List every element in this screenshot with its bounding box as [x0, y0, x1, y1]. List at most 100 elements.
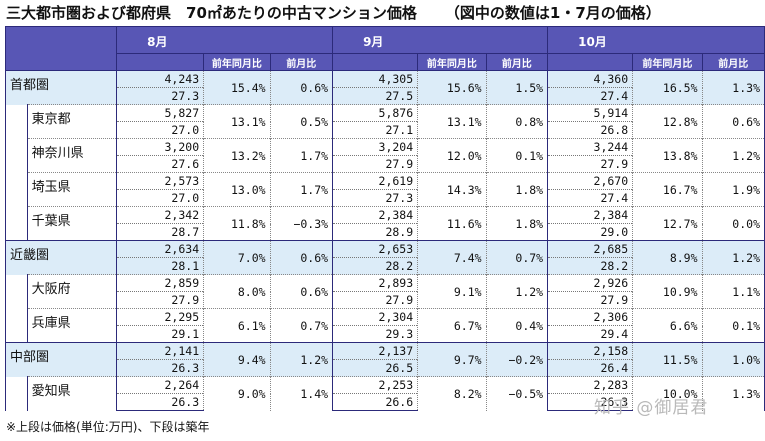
row-indent	[5, 274, 28, 309]
row-label: 千葉県	[26, 206, 118, 241]
price-cell: 2,634	[116, 240, 204, 258]
row-label: 愛知県	[26, 376, 118, 411]
header-spacer	[116, 53, 204, 71]
table-title: 三大都市圏および都府県 70㎡あたりの中古マンション価格 （図中の数値は1・7月の…	[6, 2, 661, 23]
header-sub-row: 前年同月比 前月比 前年同月比 前月比 前年同月比 前月比	[6, 53, 765, 71]
header-corner	[4, 26, 118, 71]
age-cell: 26.3	[116, 393, 204, 411]
header-spacer	[547, 53, 633, 71]
header-month-sep: 9月	[332, 26, 549, 54]
table-row: 埼玉県 2,573 13.0% 1.7% 2,619 14.3% 1.8% 2,670 16.7…	[5, 172, 765, 207]
table-subrow: 27.0 27.1 26.8	[6, 121, 765, 139]
yoy-cell: 13.2%	[203, 138, 271, 173]
mom-cell: 0.1%	[485, 138, 548, 173]
footnote: ※上段は価格(単位:万円)、下段は築年	[6, 420, 210, 434]
table-row-region: 首都圏 4,243 15.4% 0.6% 4,305 15.6% 1.5% 4,360 16.5…	[4, 70, 765, 105]
yoy-cell: 16.7%	[632, 172, 703, 207]
table-row: 兵庫県 2,295 6.1% 0.7% 2,304 6.7% 0.4% 2,306 6.6% 0.…	[5, 308, 765, 343]
age-cell: 26.3	[547, 393, 633, 411]
price-cell: 3,204	[332, 138, 418, 156]
yoy-cell: 13.1%	[203, 104, 271, 139]
age-cell: 27.0	[116, 189, 204, 207]
yoy-cell: 6.1%	[203, 308, 271, 343]
mom-cell: 0.6%	[269, 274, 333, 309]
age-cell: 28.2	[332, 257, 418, 275]
price-cell: 2,893	[332, 274, 418, 292]
header-month-row: 8月 9月 10月	[4, 26, 765, 71]
row-label: 大阪府	[26, 274, 118, 309]
age-cell: 26.8	[547, 121, 633, 139]
row-label: 神奈川県	[26, 138, 118, 173]
price-cell: 2,384	[332, 206, 418, 224]
age-cell: 27.6	[116, 155, 204, 173]
row-label: 東京都	[26, 104, 118, 139]
price-cell: 2,158	[547, 342, 633, 360]
price-cell: 4,360	[547, 70, 633, 88]
header-spacer	[332, 53, 418, 71]
mom-cell: −0.3%	[269, 206, 333, 241]
mom-cell: 1.2%	[701, 138, 765, 173]
table-subrow: 28.1 28.2 28.2	[6, 257, 765, 275]
mom-cell: 0.5%	[269, 104, 333, 139]
table-row: 愛知県 2,264 9.0% 1.4% 2,253 8.2% −0.5% 2,283 10.0%…	[5, 376, 765, 411]
table-subrow: 27.9 27.9 27.9	[6, 291, 765, 309]
price-cell: 3,200	[116, 138, 204, 156]
mom-cell: 1.1%	[701, 274, 765, 309]
age-cell: 29.0	[547, 223, 633, 241]
yoy-cell: 8.2%	[417, 376, 487, 411]
mom-cell: −0.2%	[485, 342, 548, 377]
age-cell: 29.3	[332, 325, 418, 343]
yoy-cell: 12.8%	[632, 104, 703, 139]
yoy-cell: 9.0%	[203, 376, 271, 411]
age-cell: 27.3	[116, 87, 204, 105]
price-cell: 5,876	[332, 104, 418, 122]
title-main: 三大都市圏および都府県 70㎡あたりの中古マンション価格	[6, 4, 417, 22]
table-row: 神奈川県 3,200 13.2% 1.7% 3,204 12.0% 0.1% 3,244 13.…	[5, 138, 765, 173]
yoy-cell: 9.4%	[203, 342, 271, 377]
price-cell: 2,306	[547, 308, 633, 326]
header-yoy: 前年同月比	[417, 53, 487, 71]
yoy-cell: 15.4%	[203, 70, 271, 105]
yoy-cell: 12.0%	[417, 138, 487, 173]
header-mom: 前月比	[701, 53, 765, 71]
header-yoy: 前年同月比	[632, 53, 703, 71]
header-month-oct: 10月	[547, 26, 765, 54]
age-cell: 27.9	[547, 155, 633, 173]
table-row: 東京都 5,827 13.1% 0.5% 5,876 13.1% 0.8% 5,914 12.8…	[5, 104, 765, 139]
mom-cell: −0.5%	[485, 376, 548, 411]
yoy-cell: 11.8%	[203, 206, 271, 241]
mom-cell: 0.1%	[701, 308, 765, 343]
age-cell: 27.4	[547, 87, 633, 105]
price-cell: 2,926	[547, 274, 633, 292]
price-cell: 2,137	[332, 342, 418, 360]
mom-cell: 1.9%	[701, 172, 765, 207]
yoy-cell: 7.4%	[417, 240, 487, 275]
price-cell: 2,253	[332, 376, 418, 394]
price-cell: 2,141	[116, 342, 204, 360]
header-yoy: 前年同月比	[203, 53, 271, 71]
table-subrow: 27.3 27.5 27.4	[6, 87, 765, 105]
row-label: 兵庫県	[26, 308, 118, 343]
table-subrow: 26.3 26.6 26.3	[6, 393, 765, 411]
age-cell: 26.3	[116, 359, 204, 377]
price-cell: 2,384	[547, 206, 633, 224]
mom-cell: 1.2%	[701, 240, 765, 275]
age-cell: 28.1	[116, 257, 204, 275]
mom-cell: 0.6%	[269, 240, 333, 275]
row-indent	[5, 308, 28, 343]
age-cell: 28.7	[116, 223, 204, 241]
yoy-cell: 14.3%	[417, 172, 487, 207]
age-cell: 26.6	[332, 393, 418, 411]
title-note: （図中の数値は1・7月の価格）	[444, 4, 661, 22]
age-cell: 27.9	[547, 291, 633, 309]
age-cell: 29.1	[116, 325, 204, 343]
yoy-cell: 10.0%	[632, 376, 703, 411]
mom-cell: 1.2%	[269, 342, 333, 377]
age-cell: 27.0	[116, 121, 204, 139]
mom-cell: 1.7%	[269, 172, 333, 207]
yoy-cell: 8.9%	[632, 240, 703, 275]
table-body: 首都圏 4,243 15.4% 0.6% 4,305 15.6% 1.5% 4,360 16.5…	[4, 70, 765, 411]
yoy-cell: 10.9%	[632, 274, 703, 309]
yoy-cell: 15.6%	[417, 70, 487, 105]
mom-cell: 0.7%	[269, 308, 333, 343]
